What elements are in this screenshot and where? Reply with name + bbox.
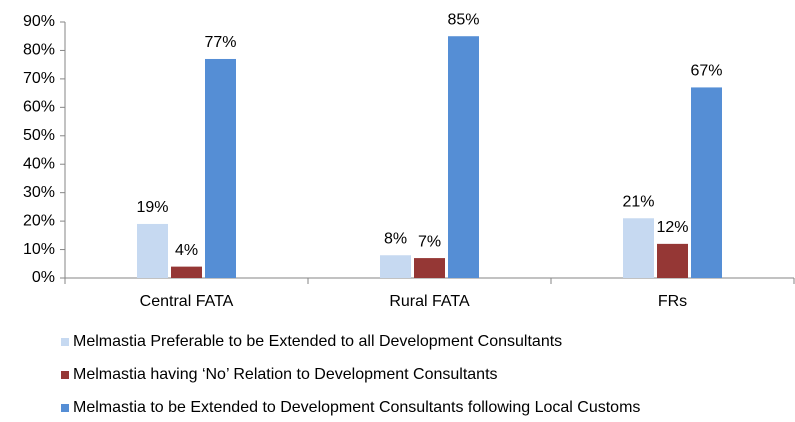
data-label: 19%: [136, 199, 168, 216]
legend-label: Melmastia to be Extended to Development …: [73, 399, 640, 416]
data-label: 12%: [656, 219, 688, 236]
y-tick-label: 30%: [23, 184, 55, 201]
y-tick-label: 70%: [23, 70, 55, 87]
data-label: 21%: [622, 193, 654, 210]
x-tick-label: FRs: [658, 293, 687, 310]
x-tick-label: Rural FATA: [389, 293, 470, 310]
legend-swatch: [61, 338, 69, 346]
y-tick-label: 60%: [23, 99, 55, 116]
y-tick-label: 80%: [23, 42, 55, 59]
legend-label: Melmastia having ‘No’ Relation to Develo…: [73, 366, 498, 383]
bar: [380, 255, 411, 278]
data-label: 4%: [175, 242, 198, 259]
data-label: 7%: [418, 233, 441, 250]
legend-swatch: [61, 404, 69, 412]
bar: [448, 36, 479, 278]
y-tick-label: 90%: [23, 13, 55, 30]
bar: [171, 266, 202, 278]
y-tick-label: 40%: [23, 155, 55, 172]
bar: [414, 258, 445, 278]
data-label: 85%: [447, 11, 479, 28]
x-tick-label: Central FATA: [140, 293, 234, 310]
data-label: 77%: [204, 34, 236, 51]
y-tick-label: 20%: [23, 212, 55, 229]
bar: [691, 87, 722, 278]
bar: [205, 58, 236, 278]
bar: [623, 218, 654, 278]
legend-swatch: [61, 371, 69, 379]
data-label: 8%: [384, 230, 407, 247]
bar: [657, 243, 688, 278]
data-label: 67%: [690, 63, 722, 80]
y-tick-label: 0%: [32, 269, 55, 286]
legend-label: Melmastia Preferable to be Extended to a…: [73, 333, 562, 350]
y-tick-label: 50%: [23, 127, 55, 144]
bar: [137, 223, 168, 278]
y-tick-label: 10%: [23, 241, 55, 258]
